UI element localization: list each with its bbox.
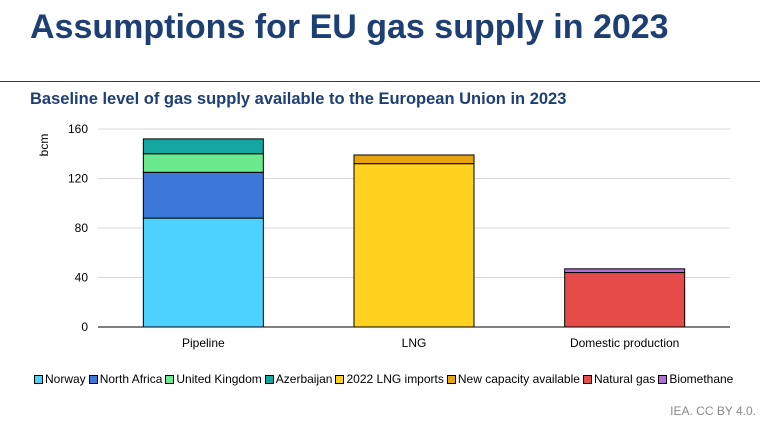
legend-item: Biomethane bbox=[658, 372, 733, 386]
legend-label: United Kingdom bbox=[176, 372, 262, 386]
legend-item: United Kingdom bbox=[165, 372, 262, 386]
bar-segment-2022-lng-imports bbox=[353, 163, 475, 328]
bar-segment-united-kingdom bbox=[142, 153, 264, 173]
legend-item: Natural gas bbox=[582, 372, 656, 386]
legend-label: New capacity available bbox=[457, 372, 580, 386]
legend-swatch bbox=[88, 374, 98, 384]
legend-label: Natural gas bbox=[593, 372, 656, 386]
y-tick-label: 160 bbox=[68, 122, 88, 136]
legend-label: North Africa bbox=[99, 372, 163, 386]
legend-swatch bbox=[335, 374, 345, 384]
stacked-bar-chart: bcm 0 40 80 120 160 Pipeline LNG Domestic prod… bbox=[37, 122, 730, 350]
legend-swatch bbox=[264, 374, 274, 384]
legend-swatch bbox=[658, 374, 668, 384]
bar-segment-azerbaijan bbox=[142, 138, 264, 155]
legend-item: Azerbaijan bbox=[264, 372, 333, 386]
legend-item: Norway bbox=[34, 372, 86, 386]
bar-segment-new-capacity-available bbox=[353, 154, 475, 165]
legend-item: 2022 LNG imports bbox=[335, 372, 444, 386]
legend-item: North Africa bbox=[88, 372, 163, 386]
legend-label: Biomethane bbox=[669, 372, 734, 386]
bars bbox=[142, 138, 686, 328]
legend-label: Norway bbox=[45, 372, 86, 386]
y-tick-label: 0 bbox=[81, 320, 88, 334]
chart-subtitle: Baseline level of gas supply available t… bbox=[30, 90, 567, 108]
legend-item: New capacity available bbox=[446, 372, 580, 386]
legend-label: 2022 LNG imports bbox=[346, 372, 444, 386]
title-divider bbox=[0, 81, 760, 82]
y-tick-label: 120 bbox=[68, 172, 88, 186]
page-title: Assumptions for EU gas supply in 2023 bbox=[30, 8, 669, 46]
bar-segment-north-africa bbox=[142, 171, 264, 219]
legend-swatch bbox=[165, 374, 175, 384]
y-axis-ticks: 0 40 80 120 160 bbox=[68, 122, 88, 334]
legend-label: Azerbaijan bbox=[275, 372, 333, 386]
chart-legend: Norway North Africa United Kingdom Azerbaij… bbox=[34, 372, 736, 386]
bar-segment-natural-gas bbox=[564, 272, 686, 328]
y-tick-label: 40 bbox=[75, 271, 89, 285]
legend-swatch bbox=[446, 374, 456, 384]
x-tick-label: Pipeline bbox=[182, 336, 225, 350]
bar-segment-biomethane bbox=[564, 268, 686, 274]
y-axis-label: bcm bbox=[37, 134, 51, 157]
legend-swatch bbox=[34, 374, 43, 384]
x-axis-labels: Pipeline LNG Domestic production bbox=[182, 336, 679, 350]
x-tick-label: Domestic production bbox=[570, 336, 679, 350]
y-tick-label: 80 bbox=[75, 221, 89, 235]
source-credit: IEA. CC BY 4.0. bbox=[670, 404, 756, 418]
bar-segment-norway bbox=[142, 217, 264, 328]
legend-swatch bbox=[582, 374, 592, 384]
x-tick-label: LNG bbox=[402, 336, 427, 350]
